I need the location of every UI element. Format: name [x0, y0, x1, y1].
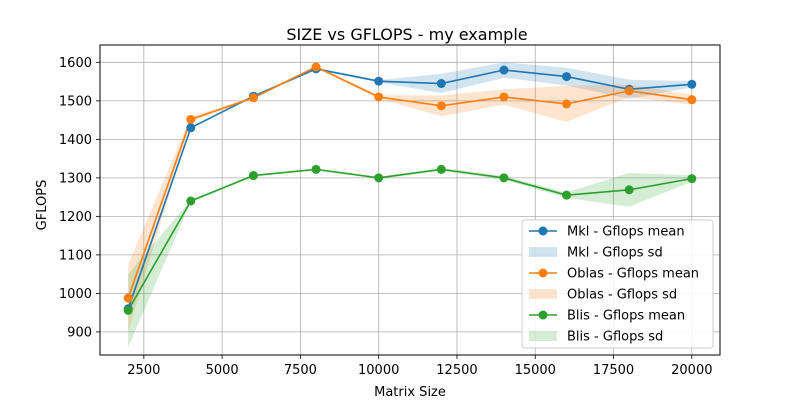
oblas-data-point: [311, 62, 321, 72]
mkl-legend-mean-label: Mkl - Gflops mean: [567, 225, 685, 240]
y-tick-label: 1300: [59, 171, 92, 186]
blis-mean-line: [127, 168, 692, 311]
oblas-data-point: [123, 293, 133, 303]
y-tick-label: 1000: [59, 287, 92, 302]
blis-data-point: [436, 164, 446, 174]
blis-data-point: [311, 164, 321, 174]
x-tick-label: 12500: [436, 363, 477, 378]
series-lines: [127, 66, 692, 311]
oblas-data-point: [186, 114, 196, 124]
y-tick-label: 1200: [59, 210, 92, 225]
blis-legend-mean-label: Blis - Gflops mean: [567, 309, 685, 324]
oblas-legend-marker: [538, 268, 548, 278]
mkl-legend-patch: [529, 247, 557, 257]
x-tick-label: 2500: [127, 363, 160, 378]
mkl-data-point: [499, 65, 509, 75]
oblas-mean-line: [127, 66, 692, 299]
x-tick-label: 20000: [671, 363, 712, 378]
mkl-data-point: [374, 76, 384, 86]
oblas-data-point: [248, 93, 258, 103]
blis-sd-band: [128, 167, 692, 348]
y-axis-title: GFLOPS: [35, 180, 50, 231]
mkl-legend-marker: [538, 226, 548, 236]
y-tick-label: 1100: [59, 248, 92, 263]
plot-frame: [99, 44, 721, 356]
mkl-data-point: [436, 79, 446, 89]
blis-legend-sd-label: Blis - Gflops sd: [567, 330, 663, 345]
mkl-sd-band: [128, 62, 692, 313]
blis-data-point: [123, 305, 133, 315]
oblas-data-point: [624, 86, 634, 96]
blis-data-point: [248, 171, 258, 181]
blis-data-point: [562, 190, 572, 200]
oblas-legend-mean-label: Oblas - Gflops mean: [567, 267, 699, 282]
oblas-data-point: [436, 101, 446, 111]
mkl-data-point: [687, 79, 697, 89]
blis-legend-marker: [538, 310, 548, 320]
x-axis-title: Matrix Size: [374, 385, 446, 400]
blis-data-point: [687, 174, 697, 184]
legend-box: [521, 219, 714, 349]
oblas-data-point: [562, 99, 572, 109]
y-tick-label: 1600: [59, 56, 92, 71]
blis-data-point: [186, 196, 196, 206]
oblas-data-point: [374, 92, 384, 102]
axis-ticks: 2500 5000 7500 10000 12500 15000 17500 20000 900…: [59, 56, 713, 378]
oblas-data-point: [499, 92, 509, 102]
mkl-mean-line: [127, 68, 692, 310]
y-tick-label: 1400: [59, 133, 92, 148]
x-tick-label: 15000: [515, 363, 556, 378]
y-tick-label: 900: [67, 325, 92, 340]
mkl-legend-sd-label: Mkl - Gflops sd: [567, 246, 663, 261]
chart-title: SIZE vs GFLOPS - my example: [286, 25, 527, 44]
blis-data-point: [374, 173, 384, 183]
series-markers: [123, 62, 697, 315]
oblas-legend-patch: [529, 289, 557, 299]
blis-data-point: [624, 185, 634, 195]
mkl-data-point: [562, 72, 572, 82]
x-tick-label: 5000: [206, 363, 239, 378]
x-tick-label: 10000: [358, 363, 399, 378]
legend: Mkl - Gflops mean Mkl - Gflops sd Oblas - …: [521, 219, 714, 349]
oblas-legend-sd-label: Oblas - Gflops sd: [567, 288, 677, 303]
y-tick-label: 1500: [59, 94, 92, 109]
oblas-data-point: [687, 95, 697, 105]
blis-legend-patch: [529, 331, 557, 341]
x-tick-label: 7500: [284, 363, 317, 378]
mkl-data-point: [186, 123, 196, 133]
x-tick-label: 17500: [593, 363, 634, 378]
blis-data-point: [499, 173, 509, 183]
